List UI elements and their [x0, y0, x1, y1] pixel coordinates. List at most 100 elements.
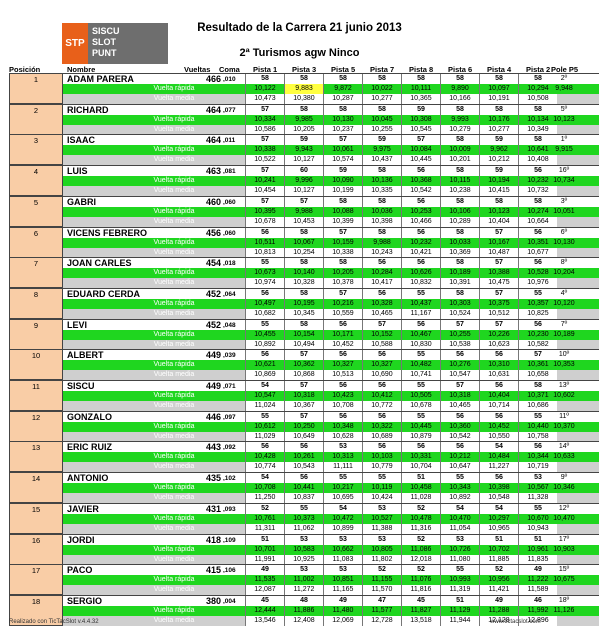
fast-lap-time: 10,159: [323, 237, 362, 248]
laps-per-track: 55: [518, 503, 557, 514]
pole-time: 10,346: [553, 484, 575, 492]
fast-lap-time: 10,961: [518, 544, 557, 555]
avg-lap-time: 10,830: [401, 339, 440, 350]
laps-per-track: 58: [362, 227, 401, 238]
pole-position: 12º: [558, 504, 570, 512]
fast-lap-time: 11,002: [284, 575, 323, 586]
fast-lap-time: 10,045: [362, 114, 401, 125]
laps-per-track: 58: [284, 319, 323, 330]
avg-lap-time: 10,538: [440, 339, 479, 350]
fast-lap-time: 10,505: [401, 391, 440, 401]
driver-name: SERGIO: [67, 595, 103, 606]
fast-lap-time: 10,253: [401, 206, 440, 217]
avg-lap-label: Vuelta media: [153, 279, 195, 287]
laps-per-track: 55: [401, 411, 440, 422]
laps-per-track: 56: [518, 258, 557, 269]
fast-lap-time: 10,388: [479, 268, 518, 279]
avg-lap-time: 11,319: [440, 585, 479, 596]
laps-per-track: 53: [518, 473, 557, 484]
fast-lap-label: Vuelta rápida: [153, 576, 195, 584]
laps-per-track: 58: [284, 288, 323, 299]
avg-lap-time: 11,024: [245, 401, 284, 411]
fast-lap-time: 10,851: [323, 575, 362, 586]
avg-lap-time: 10,408: [518, 155, 557, 166]
fast-lap-time: 10,328: [362, 298, 401, 309]
avg-lap-time: 10,166: [440, 94, 479, 104]
fast-lap-time: 10,621: [245, 360, 284, 371]
position-cell: 12: [9, 410, 63, 442]
fast-lap-label: Vuelta rápida: [153, 484, 195, 492]
laps-per-track: 53: [284, 534, 323, 545]
fast-lap-time: 10,119: [362, 483, 401, 494]
fast-lap-time: 10,284: [362, 268, 401, 279]
driver-name: GONZALO: [67, 411, 112, 422]
avg-lap-time: 10,338: [323, 247, 362, 258]
fast-lap-time: 10,084: [401, 145, 440, 156]
fast-lap-row: Vuelta rápida 10,241 9,996 10,090 10,136 10,3…: [63, 176, 599, 187]
laps-per-track: 58: [284, 74, 323, 84]
fast-lap-row: Vuelta rápida 10,455 10,154 10,171 10,152 10,…: [63, 329, 599, 340]
avg-lap-time: 10,832: [401, 278, 440, 289]
laps-per-track: 58: [362, 104, 401, 115]
avg-lap-time: 10,837: [284, 493, 323, 504]
fast-lap-time: 10,497: [245, 298, 284, 309]
laps-per-track: 56: [518, 442, 557, 453]
laps-per-track: 58: [362, 166, 401, 177]
laps-per-track: 56: [518, 319, 557, 330]
avg-lap-time: 10,689: [362, 431, 401, 442]
avg-lap-time: 10,686: [518, 401, 557, 411]
avg-lap-time: 10,243: [362, 247, 401, 258]
laps-per-track: 51: [518, 534, 557, 545]
logo-text-line2: SLOT: [92, 37, 116, 47]
laps-per-track: 55: [401, 288, 440, 299]
avg-lap-label: Vuelta media: [153, 309, 195, 317]
fast-lap-time: 10,327: [362, 360, 401, 371]
pole-position: 10º: [558, 351, 570, 359]
avg-lap-time: 11,316: [401, 523, 440, 534]
avg-lap-row: Vuelta media 12,087 11,272 11,165 11,570 11,8…: [63, 585, 599, 596]
total-laps: 418: [205, 534, 221, 545]
avg-lap-time: 11,328: [518, 493, 557, 504]
position-cell: 3: [9, 134, 63, 166]
fast-lap-time: 10,313: [323, 452, 362, 463]
position-cell: 7: [9, 257, 63, 289]
avg-lap-time: 10,367: [284, 401, 323, 411]
table-row: 1 ADAM PARERA 466,010 58 58 58 58 58 58 58 58 2º Vue…: [0, 73, 599, 104]
avg-lap-time: 11,421: [479, 585, 518, 596]
fast-lap-time: 10,176: [479, 114, 518, 125]
avg-lap-row: Vuelta media 11,250 10,837 10,695 10,424 11,0…: [63, 493, 599, 504]
coma-value: ,011: [223, 137, 236, 145]
coma-value: ,004: [223, 597, 236, 605]
avg-lap-time: 10,345: [284, 308, 323, 319]
laps-per-track: 58: [323, 196, 362, 207]
driver-name: PACO: [67, 565, 93, 576]
pole-time: 10,903: [553, 545, 575, 553]
laps-per-track: 58: [401, 74, 440, 84]
fast-lap-time: 10,130: [323, 114, 362, 125]
avg-lap-time: 10,378: [323, 278, 362, 289]
avg-lap-time: 10,453: [284, 216, 323, 227]
avg-lap-row: Vuelta media 11,024 10,367 10,708 10,772 10,6…: [63, 401, 599, 411]
pole-position: 1º: [560, 136, 568, 144]
laps-per-track: 58: [440, 74, 479, 84]
total-laps: 463: [205, 166, 221, 177]
fast-lap-time: 10,106: [440, 206, 479, 217]
avg-lap-time: 10,658: [518, 370, 557, 381]
avg-lap-time: 10,704: [401, 462, 440, 473]
fast-lap-time: 10,670: [518, 513, 557, 524]
fast-lap-time: 10,993: [440, 575, 479, 586]
avg-lap-time: 10,965: [479, 523, 518, 534]
page-subtitle: 2ª Turismos agw Ninco: [239, 47, 360, 59]
laps-per-track: 56: [323, 381, 362, 391]
total-laps: 460: [205, 196, 221, 207]
driver-name: ALBERT: [67, 350, 104, 361]
laps-per-track: 59: [401, 104, 440, 115]
avg-lap-time: 10,127: [284, 155, 323, 166]
laps-per-track: 55: [362, 473, 401, 484]
header-pista: Pista 4: [487, 65, 512, 74]
laps-per-track: 54: [245, 473, 284, 484]
coma-value: ,071: [223, 383, 236, 390]
fast-lap-time: 10,373: [284, 513, 323, 524]
coma-value: ,048: [223, 321, 236, 329]
driver-name: ERIC RUIZ: [67, 442, 112, 453]
